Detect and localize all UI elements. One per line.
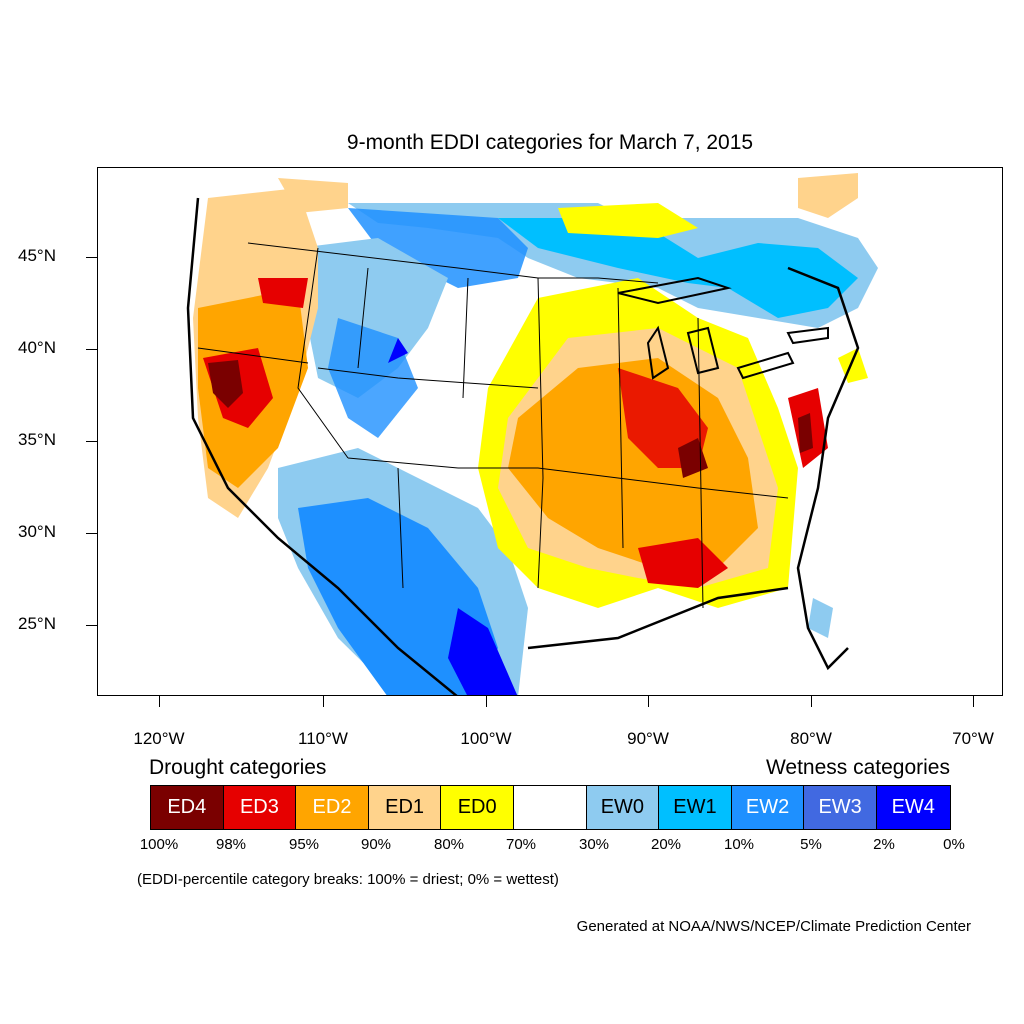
x-tick-label: 120°W [133, 729, 185, 748]
legend-box-neutral [513, 786, 587, 829]
y-tick-label: 40°N [18, 338, 56, 357]
legend-box-ed1: ED1 [368, 786, 442, 829]
break-label: 95% [288, 836, 320, 853]
category-legend: ED4 ED3 ED2 ED1 ED0 EW0 EW1 EW2 EW3 EW4 [150, 785, 951, 830]
eddi-map [186, 173, 878, 695]
legend-box-ew3: EW3 [804, 786, 877, 829]
x-tick [648, 696, 649, 707]
great-lakes [617, 276, 829, 380]
legend-box-ed0: ED0 [441, 786, 514, 829]
break-label: 98% [215, 836, 247, 853]
break-label: 70% [505, 836, 537, 853]
y-tick [86, 257, 97, 258]
break-label: 0% [943, 836, 965, 853]
x-tick-label: 110°W [298, 729, 348, 748]
legend-box-ed4: ED4 [151, 786, 224, 829]
break-label: 10% [723, 836, 755, 853]
x-tick [811, 696, 812, 707]
break-label: 30% [578, 836, 610, 853]
y-tick-label: 30°N [18, 522, 56, 541]
drought-heading: Drought categories [149, 756, 327, 779]
boundaries [197, 242, 789, 609]
y-tick-label: 45°N [18, 246, 56, 265]
x-tick [159, 696, 160, 707]
drought-regions [193, 173, 868, 608]
wetness-regions [278, 203, 878, 695]
legend-box-ew0: EW0 [586, 786, 660, 829]
credit-line: Generated at NOAA/NWS/NCEP/Climate Predi… [576, 918, 971, 935]
break-label: 2% [873, 836, 895, 853]
category-note: (EDDI-percentile category breaks: 100% =… [137, 871, 559, 888]
y-tick [86, 441, 97, 442]
legend-box-ew4: EW4 [876, 786, 950, 829]
break-label: 100% [139, 836, 179, 853]
west-coastline [186, 197, 458, 695]
y-tick [86, 625, 97, 626]
x-tick [323, 696, 324, 707]
x-tick-label: 100°W [460, 729, 512, 748]
x-tick-label: 80°W [790, 729, 832, 748]
y-tick-label: 25°N [18, 614, 56, 633]
x-tick-label: 90°W [627, 729, 669, 748]
x-tick-label: 70°W [952, 729, 994, 748]
legend-box-ed3: ED3 [223, 786, 297, 829]
east-coastline [787, 266, 860, 671]
legend-box-ew2: EW2 [731, 786, 805, 829]
legend-box-ew1: EW1 [659, 786, 732, 829]
map-panel [97, 167, 1003, 696]
y-tick [86, 349, 97, 350]
legend-box-ed2: ED2 [296, 786, 369, 829]
gulf-coastline [527, 586, 789, 650]
wetness-heading: Wetness categories [765, 756, 950, 779]
y-tick [86, 533, 97, 534]
break-label: 20% [650, 836, 682, 853]
break-label: 90% [360, 836, 392, 853]
y-tick-label: 35°N [18, 430, 56, 449]
break-label: 80% [433, 836, 465, 853]
x-tick [486, 696, 487, 707]
map-title: 9-month EDDI categories for March 7, 201… [346, 131, 754, 154]
x-tick [973, 696, 974, 707]
break-label: 5% [800, 836, 822, 853]
